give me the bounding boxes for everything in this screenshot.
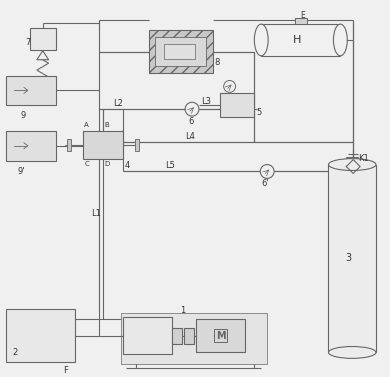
Bar — [156, 37, 206, 66]
Text: M: M — [216, 331, 225, 341]
Bar — [121, 313, 267, 364]
Bar — [184, 328, 194, 343]
Bar — [261, 24, 340, 56]
Text: 3: 3 — [345, 253, 351, 264]
Text: H: H — [292, 35, 301, 45]
Bar — [164, 44, 195, 59]
Bar — [6, 131, 55, 161]
Text: L5: L5 — [165, 161, 175, 170]
Text: 9': 9' — [18, 167, 25, 176]
Text: 7: 7 — [25, 38, 30, 48]
Text: L1: L1 — [91, 210, 101, 219]
Text: C: C — [84, 161, 89, 167]
Text: B: B — [104, 122, 109, 128]
Bar — [30, 28, 55, 50]
Text: A: A — [84, 122, 89, 128]
Text: L3: L3 — [201, 97, 211, 106]
Text: F: F — [64, 366, 68, 375]
Bar — [295, 18, 307, 24]
Bar — [196, 319, 245, 352]
Text: 4: 4 — [125, 161, 130, 170]
Bar — [135, 139, 138, 151]
Bar — [328, 164, 376, 352]
Bar — [6, 309, 75, 362]
Text: 6': 6' — [261, 179, 269, 188]
Text: D: D — [104, 161, 109, 167]
Bar — [346, 156, 358, 164]
Bar — [67, 139, 71, 151]
Bar — [123, 317, 172, 354]
Bar — [220, 93, 254, 117]
Ellipse shape — [333, 24, 347, 56]
Bar — [6, 75, 55, 105]
Text: K1: K1 — [358, 154, 369, 163]
Ellipse shape — [328, 346, 376, 359]
Ellipse shape — [254, 24, 268, 56]
Text: 1: 1 — [180, 307, 185, 316]
Bar — [149, 30, 213, 73]
Text: 9: 9 — [21, 111, 26, 120]
Text: 2: 2 — [12, 348, 17, 357]
Text: E: E — [300, 11, 305, 20]
Text: L2: L2 — [113, 99, 123, 108]
Ellipse shape — [328, 159, 376, 170]
Bar — [83, 131, 123, 159]
Text: 6: 6 — [188, 116, 193, 126]
Text: 5: 5 — [256, 108, 262, 116]
Text: 8: 8 — [215, 58, 220, 67]
Bar — [172, 328, 182, 343]
Text: L4: L4 — [185, 132, 195, 141]
